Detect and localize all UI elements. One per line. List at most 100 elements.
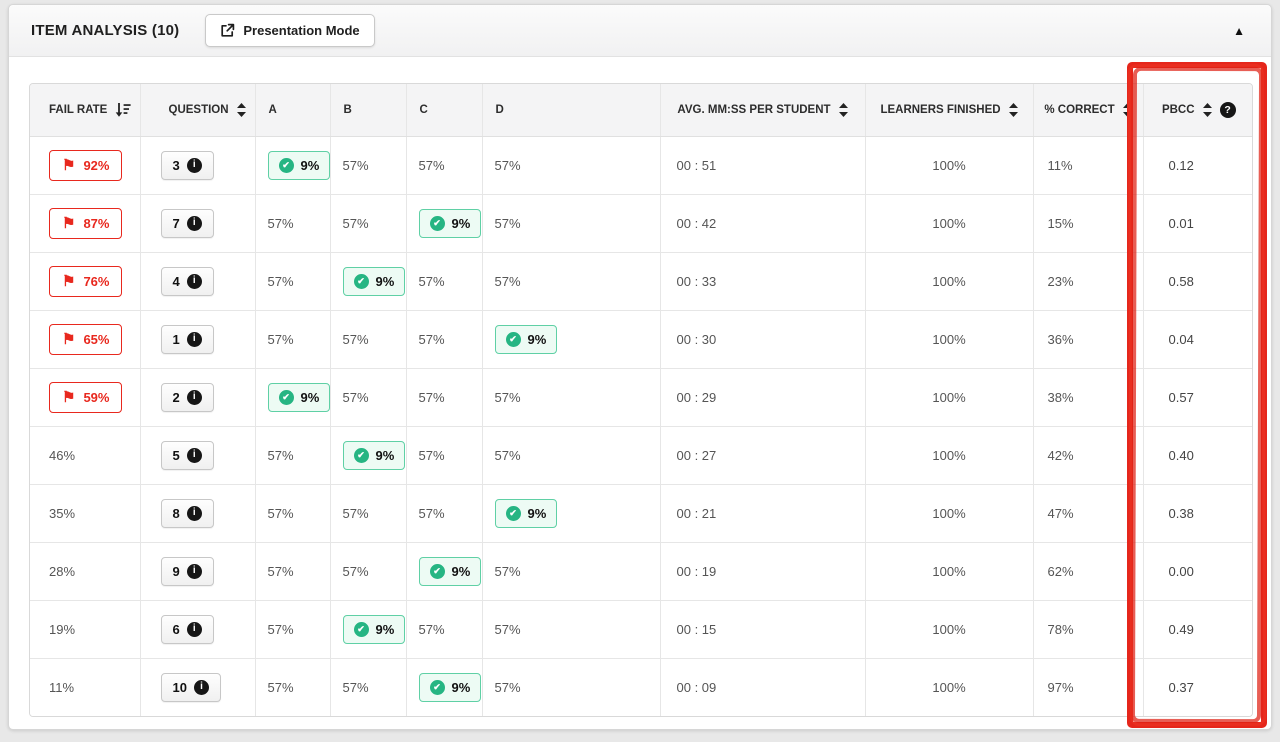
question-number: 3: [172, 157, 180, 173]
answer-cell-a: 57%: [254, 193, 330, 252]
pct-correct-cell: 47%: [1032, 483, 1143, 542]
avg-time-cell: 00 : 33: [659, 251, 865, 310]
pct-correct-cell: 42%: [1032, 425, 1143, 484]
answer-value: 9%: [451, 679, 471, 695]
correct-answer-badge: ✔ 9%: [494, 324, 558, 354]
learners-finished-cell: 100%: [864, 367, 1033, 426]
column-header-avg-time[interactable]: AVG. MM:SS PER STUDENT: [659, 84, 865, 137]
column-header-c[interactable]: C: [405, 84, 482, 137]
answer-cell-b: 57%: [329, 309, 406, 368]
column-label: % CORRECT: [1044, 103, 1115, 116]
answer-cell-c: 57%: [405, 425, 482, 484]
answer-value: 9%: [375, 273, 395, 289]
answer-cell-a: 57%: [254, 425, 330, 484]
question-cell: 10 i: [139, 657, 255, 716]
correct-answer-badge: ✔ 9%: [342, 614, 406, 644]
answer-value: 57%: [342, 331, 369, 347]
column-header-pbcc[interactable]: PBCC ?: [1142, 84, 1252, 137]
item-analysis-table: FAIL RATE: [29, 83, 1253, 717]
answer-cell-b: ✔ 9%: [329, 599, 406, 658]
answer-value: 57%: [342, 563, 369, 579]
answer-cell-c: ✔ 9%: [405, 541, 482, 600]
question-number-button[interactable]: 10 i: [160, 672, 221, 702]
column-header-a[interactable]: A: [254, 84, 330, 137]
sort-up-down-icon: [1202, 102, 1212, 117]
answer-cell-a: 57%: [254, 483, 330, 542]
answer-value: 57%: [494, 273, 521, 289]
answer-value: 57%: [267, 447, 294, 463]
answer-cell-b: ✔ 9%: [329, 425, 406, 484]
learners-finished-cell: 100%: [864, 251, 1033, 310]
pbcc-cell: 0.37: [1142, 657, 1252, 716]
column-header-learners-finished[interactable]: LEARNERS FINISHED: [864, 84, 1033, 137]
info-icon: i: [186, 157, 202, 173]
external-link-icon: [220, 23, 235, 38]
learners-finished-cell: 100%: [864, 135, 1033, 194]
table-row: ⚑ 92% 3 i ✔ 9% 57% 57% 57% 00 : 51 100% 11% 0.12: [30, 135, 1252, 194]
answer-value: 9%: [300, 389, 320, 405]
column-header-d[interactable]: D: [481, 84, 660, 137]
panel-title: ITEM ANALYSIS (10): [31, 22, 180, 39]
presentation-mode-button[interactable]: Presentation Mode: [205, 14, 375, 47]
pbcc-cell: 0.00: [1142, 541, 1252, 600]
answer-cell-c: ✔ 9%: [405, 657, 482, 716]
answer-cell-d: 57%: [481, 599, 660, 658]
column-label: C: [419, 103, 428, 116]
answer-value: 57%: [494, 157, 521, 173]
fail-rate-flag-badge: ⚑ 76%: [49, 265, 123, 297]
answer-value: 9%: [527, 505, 547, 521]
answer-value: 57%: [267, 273, 294, 289]
collapse-panel-button[interactable]: ▲: [1229, 21, 1249, 41]
flag-icon: ⚑: [62, 156, 76, 174]
answer-cell-b: 57%: [329, 193, 406, 252]
answer-value: 57%: [267, 679, 294, 695]
question-number: 10: [172, 679, 187, 695]
column-header-b[interactable]: B: [329, 84, 406, 137]
avg-time-cell: 00 : 19: [659, 541, 865, 600]
answer-cell-d: 57%: [481, 193, 660, 252]
fail-rate-value: 65%: [83, 331, 110, 347]
answer-value: 57%: [267, 331, 294, 347]
question-number: 9: [172, 563, 180, 579]
answer-value: 57%: [267, 215, 294, 231]
answer-cell-c: 57%: [405, 135, 482, 194]
sort-up-down-icon: [1008, 102, 1018, 117]
answer-value: 57%: [342, 679, 369, 695]
check-circle-icon: ✔: [505, 331, 521, 347]
avg-time-cell: 00 : 27: [659, 425, 865, 484]
table-row: 19% 6 i 57% ✔ 9% 57% 57% 00 : 15 100% 78% 0.49: [30, 599, 1252, 658]
check-circle-icon: ✔: [278, 389, 294, 405]
help-icon[interactable]: ?: [1219, 101, 1236, 118]
column-header-fail-rate[interactable]: FAIL RATE: [30, 84, 140, 137]
column-header-pct-correct[interactable]: % CORRECT: [1032, 84, 1143, 137]
answer-cell-b: 57%: [329, 657, 406, 716]
answer-value: 9%: [527, 331, 547, 347]
column-header-question[interactable]: QUESTION: [139, 84, 255, 137]
table-row: 35% 8 i 57% 57% 57% ✔ 9% 00 : 21 100% 47% 0.38: [30, 483, 1252, 542]
info-icon: i: [186, 273, 202, 289]
avg-time-cell: 00 : 15: [659, 599, 865, 658]
answer-cell-c: 57%: [405, 483, 482, 542]
fail-rate-value: 11%: [49, 679, 75, 695]
answer-cell-d: 57%: [481, 135, 660, 194]
fail-rate-cell: 19%: [30, 599, 140, 658]
table-header-row: FAIL RATE: [30, 84, 1252, 137]
fail-rate-cell: ⚑ 87%: [30, 193, 140, 252]
answer-cell-a: 57%: [254, 599, 330, 658]
fail-rate-flag-badge: ⚑ 65%: [49, 323, 123, 355]
fail-rate-value: 92%: [83, 157, 110, 173]
answer-value: 57%: [342, 157, 369, 173]
answer-cell-a: 57%: [254, 541, 330, 600]
question-number: 5: [172, 447, 180, 463]
